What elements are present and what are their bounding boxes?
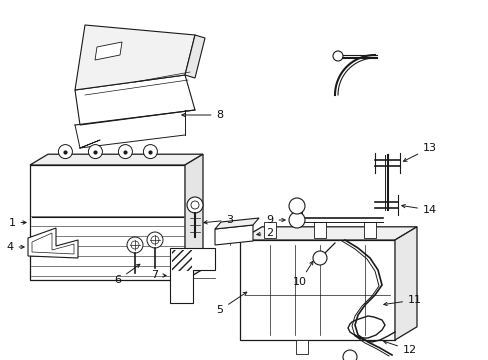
Circle shape — [118, 145, 132, 159]
Text: 7: 7 — [151, 270, 166, 280]
Polygon shape — [30, 154, 203, 165]
Text: 5: 5 — [216, 292, 246, 315]
Circle shape — [191, 201, 199, 209]
Circle shape — [147, 232, 163, 248]
Text: 11: 11 — [383, 295, 421, 306]
Circle shape — [151, 236, 159, 244]
Circle shape — [342, 350, 356, 360]
Circle shape — [143, 145, 157, 159]
Text: 13: 13 — [403, 143, 436, 161]
Polygon shape — [240, 227, 416, 240]
Bar — [172, 250, 192, 271]
Text: 10: 10 — [292, 261, 312, 287]
Polygon shape — [394, 227, 416, 340]
Bar — [264, 222, 275, 238]
Polygon shape — [170, 248, 215, 303]
Text: 2: 2 — [256, 228, 273, 238]
Bar — [313, 222, 325, 238]
Polygon shape — [28, 228, 78, 258]
Text: 14: 14 — [401, 204, 436, 215]
Polygon shape — [215, 225, 252, 245]
Polygon shape — [184, 35, 204, 78]
Circle shape — [131, 241, 139, 249]
Text: 12: 12 — [383, 341, 416, 355]
Text: 1: 1 — [8, 217, 26, 228]
Circle shape — [58, 145, 72, 159]
Polygon shape — [30, 165, 184, 280]
Circle shape — [312, 251, 326, 265]
Text: 3: 3 — [203, 215, 233, 225]
Text: 8: 8 — [182, 110, 223, 120]
Circle shape — [186, 197, 203, 213]
Text: 4: 4 — [6, 242, 24, 252]
Circle shape — [127, 237, 142, 253]
Text: 6: 6 — [114, 264, 140, 285]
Polygon shape — [215, 218, 259, 229]
Polygon shape — [75, 25, 195, 90]
Circle shape — [88, 145, 102, 159]
Polygon shape — [95, 42, 122, 60]
Polygon shape — [75, 75, 195, 125]
Polygon shape — [184, 154, 203, 280]
Text: 9: 9 — [266, 215, 285, 225]
Polygon shape — [240, 240, 394, 340]
Circle shape — [332, 51, 342, 61]
Bar — [295, 340, 307, 354]
Bar — [363, 222, 375, 238]
Circle shape — [288, 198, 305, 214]
Circle shape — [288, 212, 305, 228]
